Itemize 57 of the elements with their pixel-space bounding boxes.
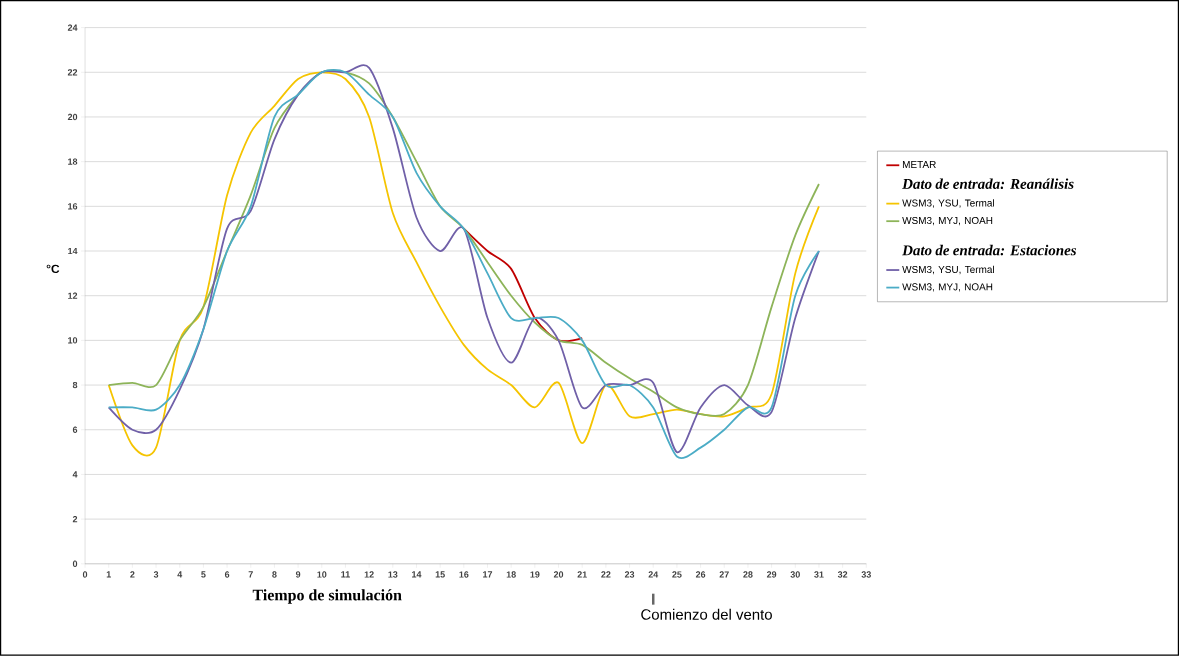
x-tick-label: 26: [695, 571, 706, 578]
y-tick-label: 14: [68, 248, 78, 255]
x-tick-label: 11: [341, 571, 350, 578]
x-tick-label: 25: [672, 571, 682, 578]
x-tick-label: 17: [483, 571, 493, 578]
x-tick-label: 33: [861, 571, 871, 578]
x-tick-label: 2: [130, 571, 135, 578]
x-tick-label: 28: [743, 571, 753, 578]
x-tick-label: 4: [177, 571, 183, 578]
x-tick-label: 16: [459, 571, 469, 578]
text: Dato de entrada: Estaciones: [902, 244, 1077, 256]
x-axis-title: Tiempo de simulación: [252, 589, 402, 604]
x-tick-label: 13: [388, 571, 398, 578]
y-tick-label: 12: [68, 292, 78, 299]
y-tick-label: 16: [68, 203, 78, 210]
y-tick-label: 22: [67, 69, 78, 76]
x-tick-label: 21: [577, 571, 587, 578]
y-tick-label: 0: [72, 560, 78, 568]
y-tick-label: 2: [72, 516, 78, 523]
x-tick-label: 19: [530, 571, 540, 578]
x-tick-label: 32: [837, 571, 848, 578]
x-tick-label: 6: [224, 571, 230, 578]
x-tick-label: 27: [719, 571, 729, 578]
text: Comienzo del vento: [641, 608, 772, 620]
y-tick-label: 10: [68, 337, 78, 344]
y-tick-label: 6: [72, 426, 78, 434]
x-tick-label: 9: [295, 571, 301, 578]
x-tick-label: 20: [553, 571, 564, 578]
x-tick-label: 1: [106, 571, 111, 578]
x-tick-label: 5: [201, 571, 206, 578]
y-axis-title: °C: [46, 264, 60, 274]
y-tick-label: 24: [67, 24, 78, 31]
text: Dato de entrada: Reanálisis: [902, 178, 1074, 190]
y-tick-label: 8: [72, 381, 78, 389]
x-tick-label: 30: [790, 571, 800, 578]
y-tick-label: 4: [72, 471, 78, 478]
x-tick-label: 0: [82, 571, 88, 578]
x-tick-label: 23: [624, 571, 635, 578]
x-tick-label: 14: [412, 571, 422, 578]
legend-label: METAR: [902, 161, 936, 169]
x-tick-label: 24: [648, 571, 659, 578]
x-tick-label: 7: [248, 571, 253, 578]
x-tick-label: 15: [435, 571, 445, 578]
x-tick-label: 29: [766, 571, 777, 578]
x-tick-label: 18: [506, 571, 516, 578]
x-tick-label: 22: [601, 571, 611, 578]
legend-label: WSM3, MYJ, NOAH: [902, 217, 993, 226]
y-tick-label: 18: [68, 158, 78, 165]
legend-label: WSM3, MYJ, NOAH: [902, 283, 993, 292]
x-tick-label: 8: [272, 571, 277, 578]
x-tick-label: 10: [317, 571, 327, 578]
legend-label: WSM3, YSU, Termal: [902, 265, 994, 275]
x-tick-label: 31: [814, 571, 824, 578]
y-tick-label: 20: [67, 113, 78, 121]
legend-label: WSM3, YSU, Termal: [902, 199, 994, 208]
x-tick-label: 12: [364, 571, 374, 578]
x-tick-label: 3: [153, 571, 159, 578]
